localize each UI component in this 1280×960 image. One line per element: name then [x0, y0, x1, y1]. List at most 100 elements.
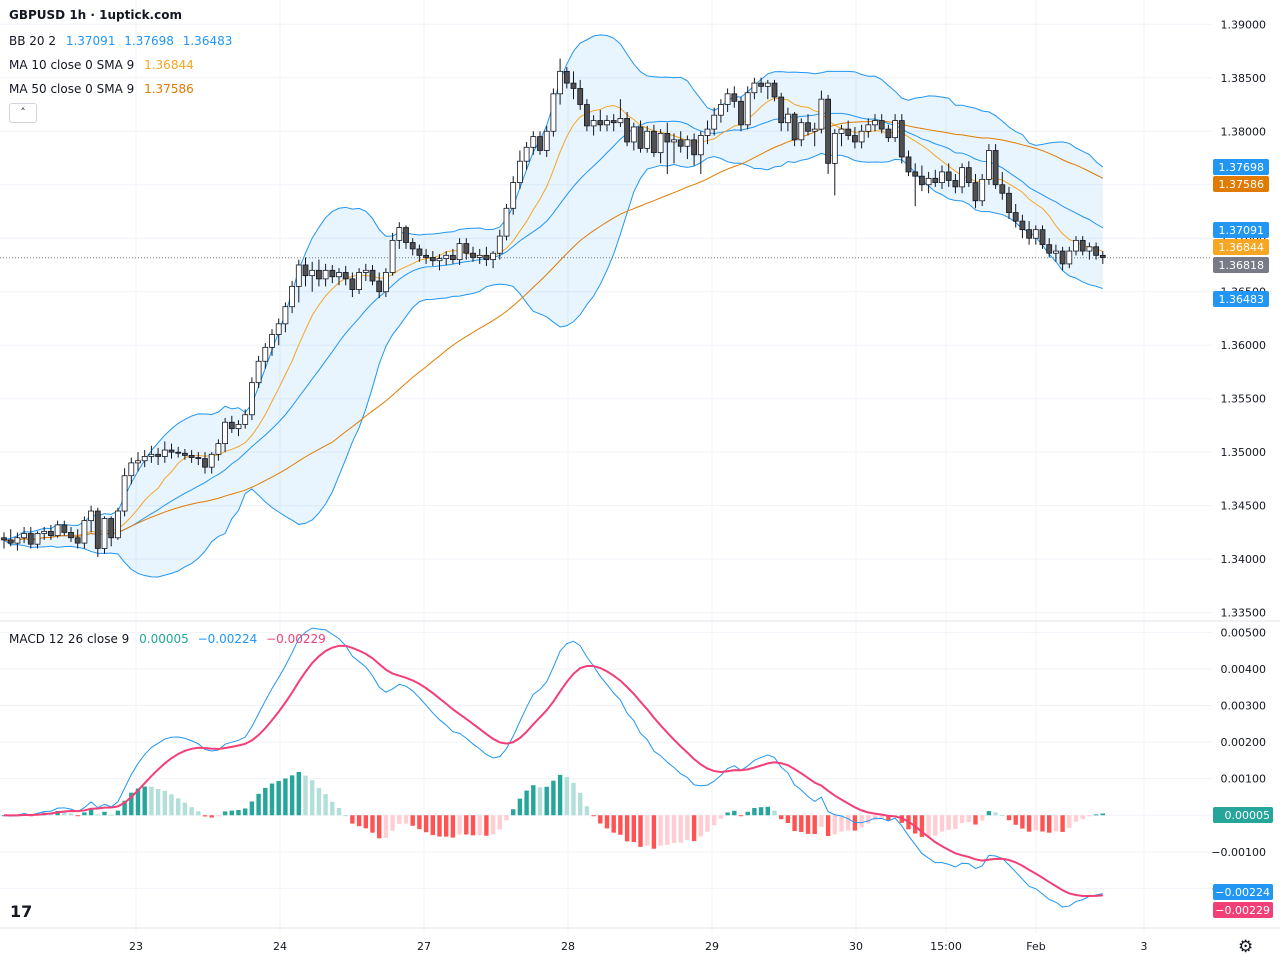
candle: [677, 131, 684, 153]
candle: [81, 516, 88, 549]
legend-bb[interactable]: BB 20 2 1.37091 1.37698 1.36483: [9, 34, 237, 48]
macd-histogram-bar: [1047, 815, 1052, 833]
candle: [195, 452, 202, 466]
candle: [121, 468, 128, 517]
macd-histogram-bar: [417, 815, 422, 830]
candle-body: [121, 475, 128, 512]
macd-histogram-bar: [1000, 814, 1005, 816]
logo-text: 17: [10, 902, 33, 921]
legend-macd-hist: 0.00005: [139, 632, 189, 646]
candle: [1073, 236, 1079, 256]
candle: [878, 114, 885, 134]
candle-body: [892, 120, 898, 139]
time-tick-label: 27: [417, 940, 431, 953]
candle-body: [630, 126, 637, 143]
candle-body: [262, 346, 269, 362]
candle: [54, 520, 61, 538]
candle-body: [986, 150, 992, 180]
candle-body: [275, 323, 282, 335]
candle-body: [476, 254, 483, 258]
macd-histogram-bar: [390, 815, 395, 831]
macd-histogram-bar: [310, 780, 315, 816]
macd-label-box: [1213, 807, 1273, 823]
candle-body: [54, 524, 61, 537]
candle-body: [537, 136, 543, 151]
candle-body: [831, 132, 838, 164]
candle: [684, 135, 691, 160]
legend-ma10-value: 1.36844: [144, 58, 194, 72]
candle: [604, 115, 610, 132]
candle-body: [604, 120, 610, 126]
macd-histogram-bar: [182, 802, 188, 816]
candle-body: [778, 96, 785, 124]
candle: [919, 165, 925, 192]
candle-body: [1039, 229, 1046, 246]
candle-body: [289, 285, 296, 308]
legend-macd[interactable]: MACD 12 26 close 9 0.00005 −0.00224 −0.0…: [9, 632, 331, 646]
candle: [972, 174, 979, 209]
macd-tick-label: 0.00500: [1221, 626, 1267, 639]
macd-histogram-bar: [658, 815, 663, 846]
candle: [7, 529, 14, 547]
price-label-text: 1.37698: [1219, 161, 1265, 174]
macd-histogram-bar: [289, 775, 295, 816]
gear-icon[interactable]: ⚙: [1238, 937, 1254, 957]
macd-histogram-bar: [1026, 815, 1032, 832]
candle: [818, 90, 825, 134]
macd-histogram-bar: [1080, 815, 1085, 820]
price-label-2: 1.37091: [1213, 222, 1269, 238]
macd-histogram-bar: [624, 815, 630, 842]
candle: [858, 124, 865, 149]
candle-body: [409, 242, 416, 250]
macd-histogram-bar: [370, 815, 375, 833]
legend-ma10-name: MA 10 close 0 SMA 9: [9, 58, 135, 72]
candle-body: [88, 510, 94, 522]
tradingview-logo[interactable]: 17: [10, 902, 32, 921]
candle-body: [557, 70, 563, 95]
collapse-legend-button[interactable]: ˄: [9, 103, 37, 123]
candle: [255, 355, 262, 388]
macd-histogram-bar: [1087, 815, 1092, 817]
macd-histogram-bar: [1073, 815, 1079, 822]
candle-body: [858, 130, 865, 143]
macd-histogram-bar: [249, 801, 255, 816]
candle: [376, 272, 383, 299]
candle: [932, 169, 939, 187]
candle-body: [248, 382, 255, 416]
candle: [1, 532, 7, 549]
macd-histogram-bar: [1093, 814, 1099, 816]
time-tick-label: 3: [1141, 940, 1148, 953]
macd-histogram-bar: [470, 815, 476, 836]
macd-histogram-bar: [537, 787, 543, 816]
candle-body: [617, 118, 624, 124]
macd-histogram-bar: [691, 815, 697, 842]
candle-body: [128, 462, 135, 477]
candle: [496, 229, 503, 260]
candle: [41, 527, 48, 540]
candle-body: [396, 227, 403, 241]
macd-histogram-bar: [725, 812, 730, 816]
candle-body: [115, 510, 121, 539]
legend-ma50[interactable]: MA 50 close 0 SMA 9 1.37586: [9, 82, 199, 96]
candle: [463, 238, 470, 260]
price-tick-label: 1.36000: [1221, 339, 1267, 352]
macd-histogram-bar: [1067, 815, 1072, 828]
macd-histogram-bar: [939, 815, 945, 832]
candle-body: [1053, 250, 1059, 254]
candle-body: [48, 530, 54, 537]
candle: [959, 163, 965, 194]
candle: [537, 131, 543, 155]
macd-histogram-bar: [350, 815, 355, 824]
candle-body: [436, 258, 443, 262]
candle-body: [74, 537, 81, 544]
candle: [644, 125, 651, 153]
price-tick-label: 1.33500: [1221, 607, 1267, 620]
price-label-5: 1.36483: [1213, 291, 1269, 307]
candle-body: [624, 118, 630, 143]
candle: [577, 79, 584, 110]
candle: [751, 77, 758, 100]
legend-ma10[interactable]: MA 10 close 0 SMA 9 1.36844: [9, 58, 199, 72]
macd-histogram-bar: [859, 815, 864, 828]
candle-body: [945, 171, 952, 181]
